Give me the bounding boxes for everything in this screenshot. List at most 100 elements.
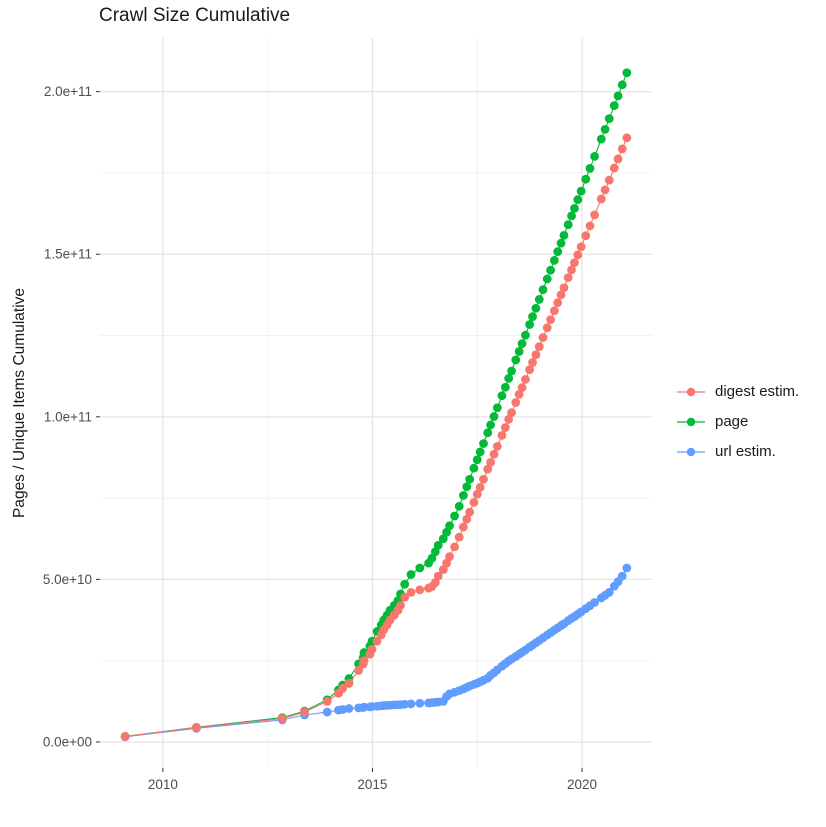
data-point-digest [277,714,287,723]
data-point-page [400,579,410,589]
data-point-digest [609,163,619,173]
data-point-page [465,474,475,484]
data-point-page [469,463,479,473]
data-point-page [553,247,563,257]
data-point-page [445,521,454,531]
data-point-digest [479,474,488,484]
data-point-digest [344,679,354,688]
data-point-digest [590,210,599,220]
data-point-page [454,501,464,511]
y-axis-title: Pages / Unique Items Cumulative [11,287,28,519]
data-point-page [504,374,514,383]
data-point-page [528,312,537,322]
data-point-page [534,295,544,304]
data-point-digest [525,365,535,375]
data-point-page [507,366,516,376]
data-point-digest [120,732,130,741]
data-point-page [596,134,606,144]
data-point-page [581,174,591,184]
data-point-digest [359,656,369,666]
y-tick-label: 1.0e+11 [44,409,92,424]
data-point-digest [604,175,614,185]
data-point-page [517,339,527,349]
data-point-digest [576,242,586,252]
data-point-digest [475,482,485,492]
data-point-url [322,707,332,717]
y-tick-label: 5.0e+10 [43,572,92,587]
data-point-page [617,80,627,90]
data-point-digest [497,430,507,440]
data-point-page [613,91,623,101]
data-point-page [525,320,535,329]
data-point-digest [521,375,530,384]
data-point-page [475,447,485,457]
data-point-digest [486,457,496,467]
data-point-page [472,455,482,465]
x-tick-label: 2020 [567,777,597,792]
chart-title: Crawl Size Cumulative [99,5,291,26]
data-point-digest [514,389,524,399]
data-point-url [604,588,614,597]
data-point-digest [465,507,475,517]
data-point-digest [438,565,448,575]
data-point-page [483,428,493,438]
data-point-page [486,420,496,430]
data-point-page [462,482,472,492]
data-point-url [406,699,416,709]
data-point-page [427,553,437,563]
data-point-digest [622,133,632,143]
data-point-digest [300,707,309,717]
legend-label-url: url estim. [715,443,776,460]
legend-label-digest: digest estim. [715,383,800,400]
data-point-digest [462,514,472,524]
data-point-digest [507,408,516,417]
legend-marker-url [677,447,705,456]
data-point-page [458,491,468,500]
data-point-digest [492,442,502,451]
data-point-digest [483,464,493,474]
data-point-digest [563,273,573,283]
data-point-page [590,151,599,161]
data-point-page [489,412,499,421]
data-point-digest [406,588,416,597]
data-point-digest [567,265,576,275]
data-point-page [622,68,632,78]
data-point-digest [489,449,499,459]
data-point-page [406,570,416,579]
data-point-page [556,238,566,248]
data-point-page [585,163,595,173]
data-point-digest [546,315,555,324]
data-point-digest [504,415,514,424]
data-point-page [511,355,521,365]
data-point-page [479,439,488,448]
data-point-digest [573,250,583,260]
data-point-digest [500,423,510,432]
data-point-page [500,382,510,392]
y-tick-label: 2.0e+11 [44,84,92,99]
legend-marker-page [677,417,705,426]
data-point-digest [433,571,443,581]
data-point-page [450,511,459,521]
x-tick-label: 2010 [148,777,178,792]
data-point-page [600,124,610,134]
data-point-digest [538,333,548,342]
data-point-digest [581,231,591,241]
legend-item-digest: digest estim. [676,381,799,402]
data-point-digest [585,221,595,231]
data-point-page [514,347,524,356]
data-point-page [563,220,573,230]
series-line-url [125,567,628,738]
legend-marker-digest [677,387,705,396]
data-point-digest [192,723,201,733]
data-point-page [538,285,548,295]
data-point-digest [445,552,454,562]
data-point-digest [570,258,579,268]
data-point-page [531,303,541,313]
x-tick-label: 2015 [357,777,387,792]
legend: digest estim. page url estim. [676,381,799,462]
data-point-page [546,265,555,275]
data-point-digest [600,185,610,195]
legend-label-page: page [715,413,749,430]
data-point-digest [469,497,479,507]
